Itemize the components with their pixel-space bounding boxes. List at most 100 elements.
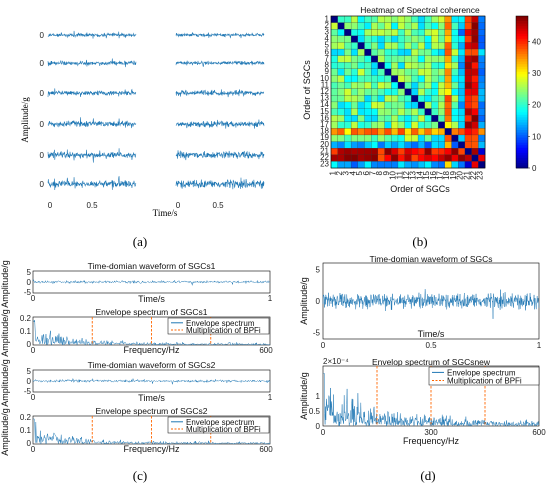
panel-a-right-waveform-4	[175, 119, 265, 129]
colorbar-step	[516, 48, 528, 52]
heatmap-cell-18-14	[417, 128, 426, 136]
heatmap-cell-5-19	[451, 42, 459, 50]
panel-a-waveforms: Amplitude/g Time/s 0 0 0 0 0 0 0 0.5 0 0.5	[20, 30, 265, 218]
heatmap-cell-11-1	[330, 81, 339, 90]
heatmap-cell-6-16	[431, 48, 439, 56]
heatmap-cell-23-19	[451, 161, 459, 169]
heatmap-cell-1-6	[364, 15, 372, 23]
heatmap-cell-14-10	[391, 101, 399, 109]
colorbar-tick-label-1: 10	[532, 132, 541, 141]
heatmap-cell-13-12	[404, 95, 412, 103]
heatmap-cell-8-7	[371, 62, 379, 70]
heatmap-cell-6-14	[417, 48, 426, 56]
panel-a-ylabel: Amplitude/g	[20, 97, 30, 143]
heatmap-col-label-5: 5	[355, 170, 364, 175]
panel-a-row-zero-label-2: 0	[40, 59, 45, 68]
heatmap-cell-2-20	[458, 22, 466, 30]
colorbar-step	[516, 74, 528, 78]
heatmap-cell-5-3	[344, 42, 352, 50]
c-waveform-2-ytick-2: -5	[24, 387, 32, 396]
heatmap-cell-11-3	[344, 81, 352, 90]
colorbar-step	[516, 84, 528, 88]
heatmap-cell-11-7	[371, 81, 379, 90]
heatmap-cell-17-5	[357, 121, 365, 129]
panel-label-b: (b)	[412, 234, 427, 249]
heatmap-cell-5-20	[458, 42, 466, 50]
heatmap-cell-3-9	[384, 29, 392, 37]
heatmap-cell-12-1	[330, 88, 339, 96]
heatmap-cell-7-17	[438, 55, 446, 63]
heatmap-cell-6-18	[444, 48, 452, 56]
colorbar-step	[516, 59, 528, 62]
heatmap-cell-7-1	[330, 55, 339, 63]
heatmap-cell-11-10	[391, 81, 399, 90]
heatmap-cell-6-6	[364, 48, 372, 56]
heatmap-cell-23-2	[337, 161, 345, 169]
heatmap-cell-13-14	[417, 95, 426, 103]
colorbar-step	[516, 81, 528, 85]
d-waveform-ytick-1: 0	[316, 297, 321, 306]
heatmap-cell-15-8	[377, 108, 385, 116]
heatmap-cell-10-18	[444, 75, 452, 83]
panel-a-right-waveform-3	[175, 89, 265, 98]
heatmap-cell-5-1	[330, 42, 339, 50]
heatmap-cell-11-6	[364, 81, 372, 90]
heatmap-cell-15-7	[371, 108, 379, 116]
heatmap-cell-20-2	[337, 141, 345, 149]
c-waveform-1-ytick-0: 5	[27, 268, 32, 277]
c-envelope-1-title: Envelope spectrum of SGCs1	[96, 307, 208, 317]
heatmap-cell-7-9	[384, 55, 392, 63]
heatmap-cell-15-2	[337, 108, 345, 116]
c-waveform-1-xlabel: Time/s	[138, 294, 165, 304]
heatmap-cell-9-7	[371, 68, 379, 76]
heatmap-cell-1-1	[330, 15, 339, 23]
heatmap-cell-15-19	[451, 108, 459, 116]
heatmap-cell-11-12	[404, 81, 412, 90]
heatmap-cell-18-3	[344, 128, 352, 136]
c-waveform-2-axes	[32, 369, 271, 393]
d-envelope-legend-box	[428, 366, 540, 386]
heatmap-cell-7-10	[391, 55, 399, 63]
colorbar-step	[516, 31, 528, 35]
heatmap-cell-19-6	[364, 134, 372, 142]
heatmap-cell-10-4	[350, 75, 359, 83]
heatmap-cell-20-16	[431, 141, 439, 149]
panel-a-xtick-0: 0	[48, 201, 53, 210]
heatmap-row-label-21: 21	[320, 146, 329, 155]
heatmap-cell-4-6	[364, 35, 372, 43]
panel-label-d: (d)	[420, 468, 435, 483]
heatmap-cell-4-5	[357, 35, 365, 43]
heatmap-cell-19-2	[337, 134, 345, 142]
heatmap-cell-22-18	[444, 154, 452, 162]
heatmap-cell-1-10	[391, 15, 399, 23]
heatmap-cell-3-7	[371, 29, 379, 37]
heatmap-cell-13-3	[344, 95, 352, 103]
heatmap-cell-21-18	[444, 148, 452, 156]
heatmap-col-label-20: 20	[456, 170, 465, 179]
heatmap-cell-7-12	[404, 55, 412, 63]
d-envelope-xtick-2: 600	[532, 428, 546, 437]
heatmap-cell-18-21	[464, 128, 472, 136]
heatmap-cell-5-4	[350, 42, 359, 50]
heatmap-cell-12-14	[417, 88, 426, 96]
heatmap-cell-20-23	[478, 141, 486, 149]
heatmap-cell-11-18	[444, 81, 452, 90]
heatmap-cell-16-5	[357, 115, 365, 123]
colorbar-step	[516, 69, 528, 73]
panel-a-right-waveform-5	[175, 150, 265, 161]
heatmap-cell-1-22	[471, 15, 479, 23]
colorbar-step	[516, 130, 528, 133]
heatmap-cell-20-17	[438, 141, 446, 149]
heatmap-cell-4-10	[391, 35, 399, 43]
heatmap-cell-10-3	[344, 75, 352, 83]
colorbar-step	[516, 140, 528, 144]
heatmap-cell-19-8	[377, 134, 385, 142]
heatmap-cell-17-18	[444, 121, 452, 129]
panel-a-left-waveform-5	[47, 148, 137, 163]
heatmap-cell-7-2	[337, 55, 345, 63]
heatmap-col-label-19: 19	[449, 170, 458, 179]
heatmap-cell-19-11	[397, 134, 405, 142]
heatmap-cell-21-19	[451, 148, 459, 156]
heatmap-cell-20-20	[458, 141, 466, 149]
colorbar-tick-label-3: 30	[532, 69, 541, 78]
